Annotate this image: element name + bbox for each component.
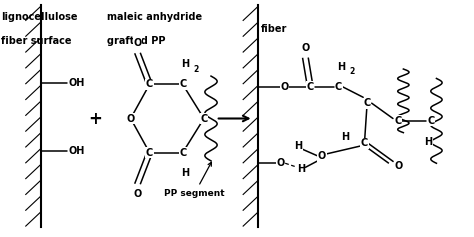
Text: O: O [395, 161, 403, 171]
Text: +: + [88, 109, 102, 128]
Text: 2: 2 [193, 65, 199, 74]
Text: lignocellulose: lignocellulose [0, 12, 77, 22]
Text: O: O [301, 43, 310, 53]
Text: PP segment: PP segment [164, 162, 225, 198]
Text: OH: OH [68, 146, 84, 156]
Text: O: O [276, 158, 284, 168]
Text: O: O [280, 82, 288, 92]
Text: C: C [307, 82, 314, 92]
Text: H: H [181, 59, 189, 69]
Text: H: H [424, 137, 432, 147]
Text: grafted PP: grafted PP [107, 36, 165, 46]
Text: fiber: fiber [261, 24, 287, 34]
Text: C: C [179, 79, 186, 89]
Text: C: C [427, 116, 434, 126]
Text: O: O [127, 114, 135, 123]
Text: H: H [341, 132, 349, 142]
Text: C: C [335, 82, 342, 92]
Text: H: H [297, 164, 305, 174]
Text: C: C [201, 114, 208, 123]
Text: H: H [337, 62, 345, 72]
Text: H: H [294, 141, 302, 150]
Text: C: C [364, 98, 371, 108]
Text: C: C [394, 116, 401, 126]
Text: fiber surface: fiber surface [0, 36, 71, 46]
Text: 2: 2 [349, 67, 355, 76]
Text: OH: OH [68, 78, 84, 88]
Text: C: C [179, 148, 186, 158]
Text: maleic anhydride: maleic anhydride [107, 12, 202, 22]
Text: C: C [146, 148, 153, 158]
Text: C: C [361, 138, 368, 148]
Text: O: O [134, 189, 142, 199]
Text: H: H [181, 168, 189, 178]
Text: O: O [318, 151, 326, 161]
Text: C: C [146, 79, 153, 89]
Text: O: O [134, 38, 142, 48]
